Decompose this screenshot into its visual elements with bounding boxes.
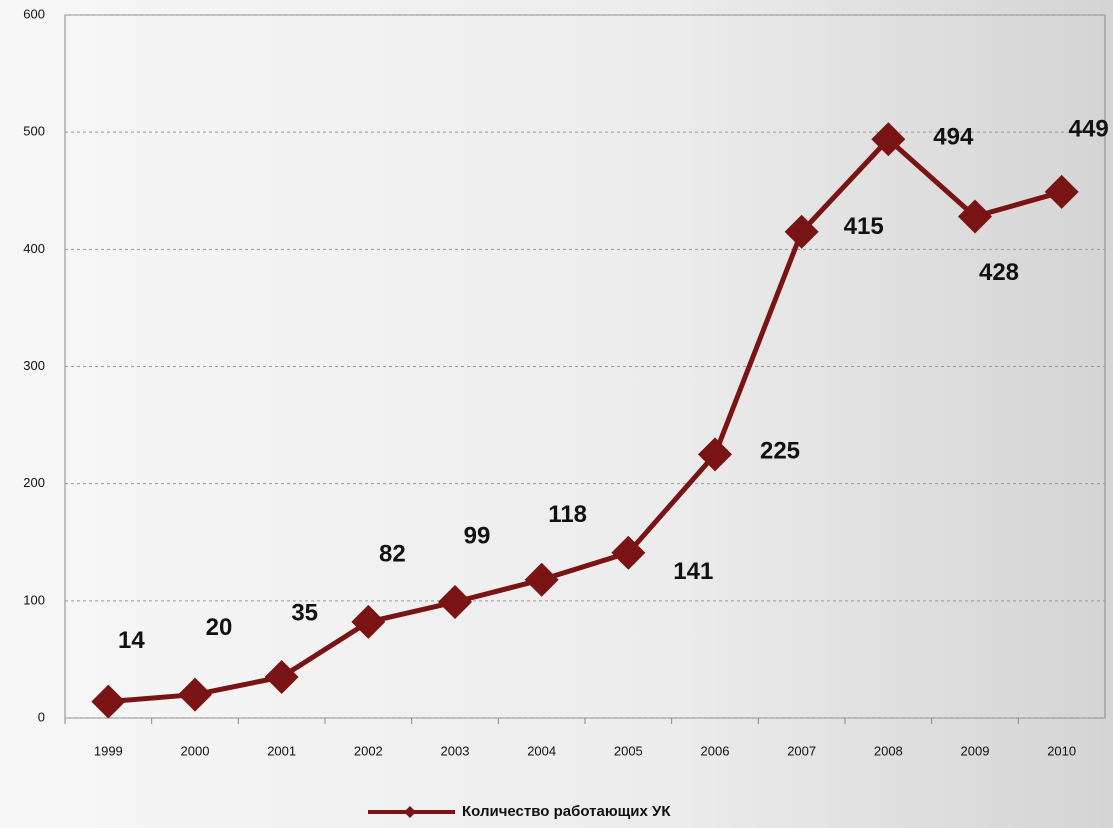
y-tick-label: 300 xyxy=(23,358,45,373)
marker xyxy=(351,604,386,639)
x-tick-label: 2007 xyxy=(787,743,816,758)
x-tick-label: 2009 xyxy=(961,743,990,758)
marker xyxy=(611,535,646,570)
x-tick-label: 2005 xyxy=(614,743,643,758)
y-tick-label: 500 xyxy=(23,124,45,139)
value-label: 118 xyxy=(548,501,587,528)
x-tick-label: 2002 xyxy=(354,743,383,758)
y-tick-label: 100 xyxy=(23,592,45,607)
x-tick-label: 2000 xyxy=(181,743,210,758)
x-tick-label: 2004 xyxy=(527,743,556,758)
value-label: 35 xyxy=(291,599,318,626)
marker xyxy=(698,437,732,472)
x-tick-label: 2010 xyxy=(1047,743,1076,758)
marker xyxy=(264,659,299,694)
value-label: 99 xyxy=(464,522,491,549)
marker xyxy=(524,562,559,597)
marker xyxy=(871,122,906,157)
value-label: 494 xyxy=(933,124,974,151)
value-label: 428 xyxy=(979,259,1019,286)
value-label: 225 xyxy=(760,438,800,465)
legend-label: Количество работающих УК xyxy=(462,803,671,820)
legend-marker xyxy=(404,806,416,818)
marker xyxy=(784,214,819,249)
marker xyxy=(1044,174,1079,209)
x-tick-label: 2006 xyxy=(701,743,730,758)
marker xyxy=(178,677,212,712)
marker xyxy=(438,585,472,620)
y-tick-label: 600 xyxy=(23,6,45,21)
value-label: 141 xyxy=(673,558,713,585)
y-tick-label: 400 xyxy=(23,241,45,256)
x-tick-label: 2001 xyxy=(267,743,296,758)
value-label: 82 xyxy=(379,540,406,567)
y-tick-label: 200 xyxy=(23,475,45,490)
value-label: 415 xyxy=(844,213,884,240)
marker xyxy=(958,199,992,234)
marker xyxy=(91,684,126,719)
x-tick-label: 2008 xyxy=(874,743,903,758)
x-tick-label: 1999 xyxy=(94,743,123,758)
value-label: 449 xyxy=(1069,115,1109,142)
y-tick-label: 0 xyxy=(38,709,45,724)
value-label: 20 xyxy=(206,614,233,641)
line xyxy=(108,136,1063,705)
value-label: 14 xyxy=(118,627,145,654)
x-tick-label: 2003 xyxy=(441,743,470,758)
